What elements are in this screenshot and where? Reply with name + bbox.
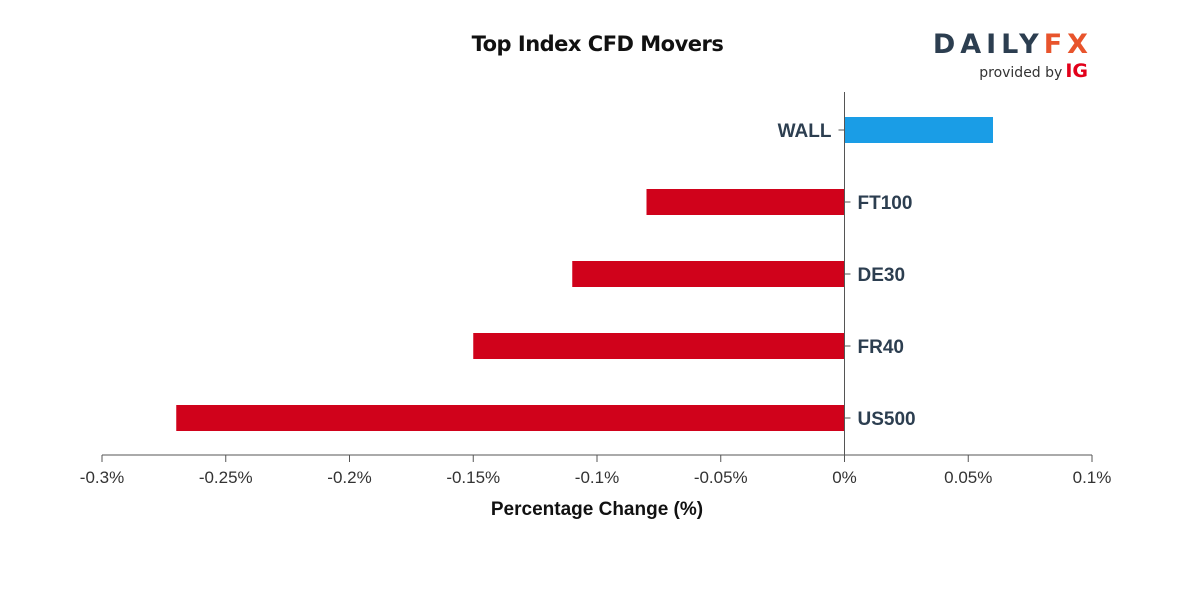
category-label-ft100: FT100 (858, 193, 913, 214)
bar-de30 (572, 261, 845, 287)
category-label-fr40: FR40 (858, 337, 904, 358)
x-tick-label: -0.15% (446, 468, 500, 487)
x-tick-label: 0.05% (944, 468, 992, 487)
x-tick-label: -0.05% (694, 468, 748, 487)
bar-ft100 (646, 189, 845, 215)
bars-group (176, 117, 993, 431)
bar-wall (844, 117, 993, 143)
x-tick-label: -0.25% (199, 468, 253, 487)
category-labels-group: WALL FT100 DE30 FR40 US500 (778, 121, 916, 430)
x-tick-label: -0.1% (575, 468, 619, 487)
x-tick-label: -0.3% (80, 468, 124, 487)
logo-brand-left: DAILY (932, 29, 1044, 60)
category-label-us500: US500 (858, 409, 916, 430)
bar-us500 (176, 405, 845, 431)
provided-by-text: provided by (979, 65, 1063, 81)
x-tick-label: 0.1% (1073, 468, 1112, 487)
logo-brand-right: FX (1043, 29, 1093, 60)
x-axis-label: Percentage Change (%) (491, 499, 703, 520)
bar-fr40 (473, 333, 845, 359)
dailyfx-logo: DAILYFX provided by IG (933, 30, 1088, 83)
logo-provided-by: provided by IG (933, 61, 1088, 83)
x-ticks-group: -0.3% -0.25% -0.2% -0.15% -0.1% -0.05% 0% 0.05%… (80, 455, 1112, 487)
category-label-de30: DE30 (858, 265, 906, 286)
x-tick-label: 0% (832, 468, 857, 487)
chart-title: Top Index CFD Movers (471, 32, 724, 56)
provider-ig-logo: IG (1065, 60, 1088, 82)
x-tick-label: -0.2% (327, 468, 371, 487)
category-label-wall: WALL (778, 121, 832, 142)
logo-wordmark: DAILYFX (933, 30, 1093, 60)
